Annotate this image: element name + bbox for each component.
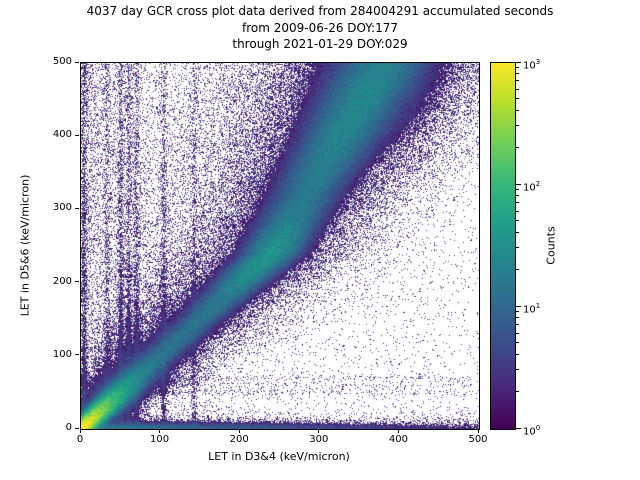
plot-area (80, 62, 480, 430)
x-tick-label: 500 (468, 434, 488, 445)
colorbar-tick-label: 101 (523, 302, 541, 316)
colorbar-minor-tick-mark (516, 390, 519, 392)
x-axis-label: LET in D3&4 (keV/micron) (208, 450, 350, 463)
y-tick-mark (75, 134, 79, 136)
y-tick-label: 400 (52, 129, 72, 141)
colorbar-minor-tick-mark (516, 73, 519, 75)
y-tick-mark (75, 207, 79, 209)
y-tick-mark (75, 354, 79, 356)
y-axis-label: LET in D5&6 (keV/micron) (18, 174, 32, 316)
colorbar-label: Counts (544, 225, 558, 265)
x-tick-label: 0 (76, 434, 84, 445)
colorbar-minor-tick-mark (516, 80, 519, 82)
colorbar-minor-tick-mark (516, 354, 519, 356)
colorbar (490, 62, 516, 430)
colorbar-minor-tick-mark (516, 189, 519, 191)
x-tick-mark (79, 429, 81, 433)
x-tick-label: 300 (309, 434, 329, 445)
x-tick-label: 100 (150, 434, 170, 445)
colorbar-tick-label: 100 (523, 424, 541, 438)
colorbar-minor-tick-mark (516, 67, 519, 69)
chart-title-line-1: 4037 day GCR cross plot data derived fro… (86, 4, 554, 18)
colorbar-minor-tick-mark (516, 324, 519, 326)
colorbar-minor-tick-mark (516, 98, 519, 100)
chart-title-line-3: through 2021-01-29 DOY:029 (232, 37, 408, 51)
x-tick-mark (477, 429, 479, 433)
chart-title: 4037 day GCR cross plot data derived fro… (0, 3, 640, 53)
colorbar-label-wrap: Counts (540, 62, 562, 428)
colorbar-minor-tick-mark (516, 146, 519, 148)
y-tick-label: 300 (52, 202, 72, 214)
y-tick-label: 500 (52, 56, 72, 67)
density-heatmap-canvas (81, 63, 479, 429)
y-tick-label: 200 (52, 275, 72, 287)
y-tick-label: 100 (52, 348, 72, 360)
colorbar-minor-tick-mark (516, 210, 519, 212)
colorbar-minor-tick-mark (516, 311, 519, 313)
y-tick-mark (75, 427, 79, 429)
colorbar-minor-tick-mark (516, 195, 519, 197)
colorbar-tick-mark (516, 61, 521, 63)
colorbar-minor-tick-mark (516, 332, 519, 334)
colorbar-minor-tick-mark (516, 369, 519, 371)
colorbar-tick-label: 103 (523, 58, 541, 72)
x-tick-mark (318, 429, 320, 433)
colorbar-minor-tick-mark (516, 268, 519, 270)
colorbar-tick-mark (516, 427, 521, 429)
y-tick-mark (75, 281, 79, 283)
x-tick-mark (397, 429, 399, 433)
colorbar-minor-tick-mark (516, 247, 519, 249)
chart-title-line-2: from 2009-06-26 DOY:177 (241, 20, 398, 35)
colorbar-minor-tick-mark (516, 220, 519, 222)
y-axis-label-wrap: LET in D5&6 (keV/micron) (14, 62, 36, 428)
colorbar-minor-tick-mark (516, 317, 519, 319)
colorbar-tick-mark (516, 305, 521, 307)
colorbar-tick-mark (516, 183, 521, 185)
colorbar-minor-tick-mark (516, 232, 519, 234)
x-tick-mark (159, 429, 161, 433)
colorbar-minor-tick-mark (516, 342, 519, 344)
colorbar-minor-tick-mark (516, 110, 519, 112)
colorbar-minor-tick-mark (516, 88, 519, 90)
y-tick-label: 0 (65, 422, 72, 433)
colorbar-minor-tick-mark (516, 125, 519, 127)
colorbar-tick-label: 102 (523, 180, 541, 194)
colorbar-minor-tick-mark (516, 202, 519, 204)
y-tick-mark (75, 61, 79, 63)
x-tick-label: 400 (388, 434, 408, 445)
x-tick-label: 200 (229, 434, 249, 445)
x-tick-mark (238, 429, 240, 433)
